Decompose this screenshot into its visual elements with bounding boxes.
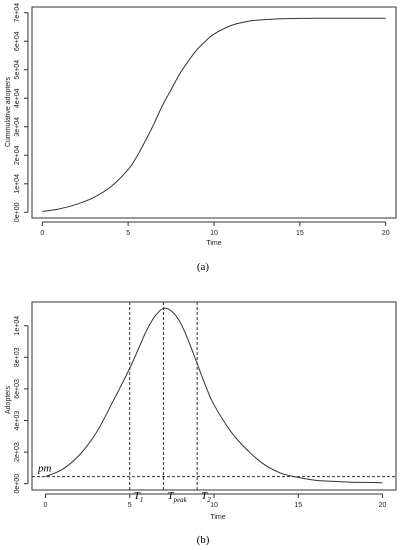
b-y-tick-label: 6e+03 [14,379,21,399]
a-x-tick-label: 20 [382,230,390,237]
b-vline-label: T1 [134,490,144,504]
a-x-tick-label: 10 [210,230,218,237]
a-y-tick-label: 7e+04 [14,3,21,23]
chart-a-x-axis: 0 5 10 15 20 [40,221,390,237]
b-y-tick-label: 4e+03 [14,411,21,431]
a-y-tick-label: 5e+04 [14,60,21,80]
b-hline-label: pm [37,463,52,475]
chart-b-y-axis: 0e+00 2e+03 4e+03 6e+03 8e+03 1e+04 [14,316,29,494]
b-x-tick-label: 5 [128,502,132,509]
a-x-tick-label: 5 [126,230,130,237]
b-vline-label: Tpeak [167,490,187,504]
a-y-tick-label: 1e+04 [14,174,21,194]
chart-a-frame [31,6,397,219]
b-y-tick-label: 0e+00 [14,474,21,494]
a-y-tick-label: 0e+00 [14,202,21,222]
chart-a-xlabel: Time [206,240,221,247]
a-x-tick-label: 15 [296,230,304,237]
b-x-tick-label: 0 [44,502,48,509]
chart-cumulative-adopters: 0 5 10 15 20 0e+00 1e+04 2e+04 3e+04 4e+04 5e+04 6… [5,3,397,273]
b-y-tick-label: 2e+03 [14,442,21,462]
a-y-tick-label: 2e+04 [14,145,21,165]
chart-b-series-line [45,307,383,484]
b-vline-label: T2 [201,490,211,504]
chart-b-reference-lines: pm T1 Tpeak T2 [32,302,396,504]
a-y-tick-label: 6e+04 [14,31,21,51]
a-y-tick-label: 4e+04 [14,88,21,108]
b-x-tick-label: 10 [210,502,218,509]
a-y-tick-label: 3e+04 [14,117,21,137]
chart-adopters: 0 5 10 15 20 0e+002e+034e+036e+038e+031e+04 … [5,301,397,546]
b-x-tick-label: 15 [294,502,302,509]
chart-b-x-axis: 0 5 10 15 20 [44,493,387,509]
chart-b-caption: (b) [197,534,210,546]
a-x-tick-label: 0 [40,230,44,237]
chart-b-ylabel: Adopters [5,385,12,414]
chart-b-frame [31,301,397,491]
chart-a-y-axis: 0e+00 1e+04 2e+04 3e+04 4e+04 5e+04 6e+04 7e+04 [14,3,29,222]
b-x-tick-label: 20 [379,502,387,509]
chart-a-series-line [42,17,386,212]
chart-b-xlabel: Time [210,514,225,521]
chart-a-ylabel: Cummulative adopters [5,76,12,147]
b-y-tick-label: 8e+03 [14,347,21,367]
b-y-tick-label: 1e+04 [14,316,21,336]
chart-a-caption: (a) [197,261,210,273]
